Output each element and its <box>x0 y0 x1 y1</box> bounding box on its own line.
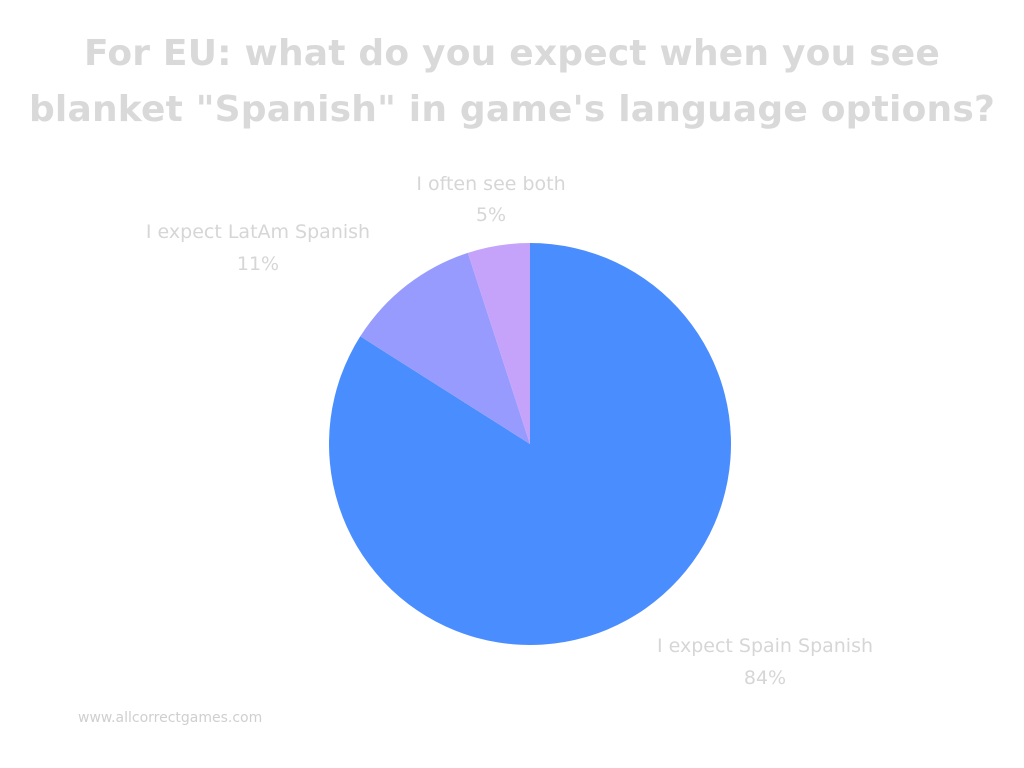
slice-value-latam: 11% <box>237 253 279 275</box>
slice-label-both: I often see both <box>416 173 565 195</box>
slice-labels: I expect Spain Spanish 84% I expect LatA… <box>146 173 873 689</box>
source-footer: www.allcorrectgames.com <box>78 710 263 726</box>
chart-title: For EU: what do you expect when you see … <box>0 26 1024 138</box>
pie-slice-both <box>467 243 530 444</box>
pie-slices <box>329 243 732 645</box>
pie-slice-latam <box>360 252 530 444</box>
slice-value-both: 5% <box>476 204 506 226</box>
pie-slice-spain <box>329 243 732 645</box>
chart-title-line-1: For EU: what do you expect when you see <box>83 33 940 74</box>
slice-value-spain: 84% <box>744 667 786 689</box>
slice-label-latam: I expect LatAm Spanish <box>146 221 370 243</box>
chart-title-line-2: blanket "Spanish" in game's language opt… <box>28 89 996 130</box>
slice-label-spain: I expect Spain Spanish <box>657 635 873 657</box>
